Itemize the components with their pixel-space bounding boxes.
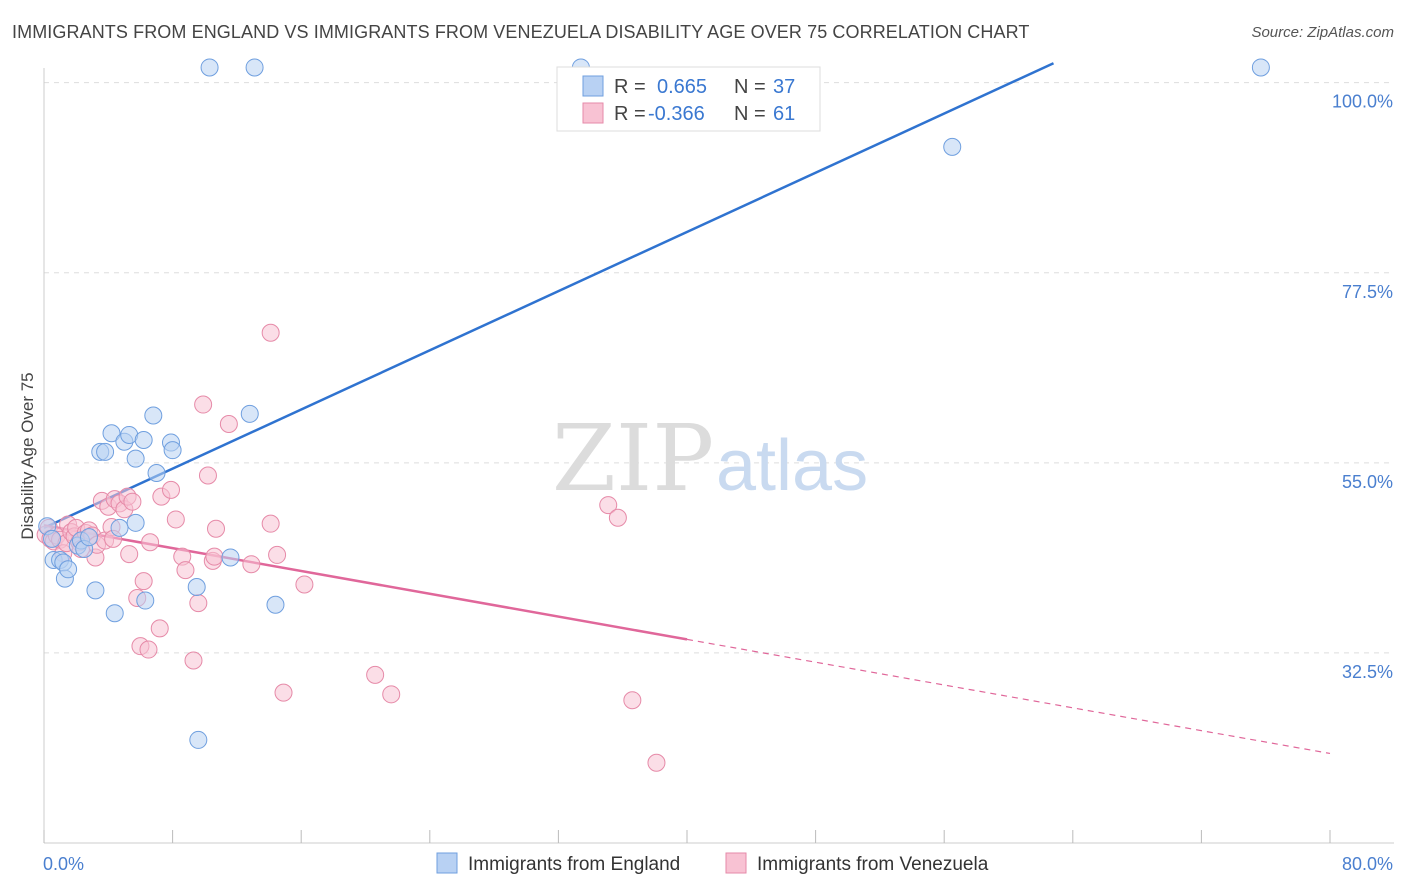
- axes: [43, 68, 1394, 844]
- legend-swatch-england: [582, 75, 604, 97]
- gridlines: [44, 82, 1394, 654]
- england-point: [147, 463, 166, 482]
- watermark: ZIP atlas: [552, 405, 868, 512]
- venezuela-point: [608, 508, 627, 527]
- venezuela-point: [194, 395, 213, 414]
- england-point: [126, 449, 145, 468]
- venezuela-point: [189, 594, 208, 613]
- england-point: [96, 442, 115, 461]
- bottom-legend-swatch-england: [436, 852, 458, 874]
- venezuela-trend-extension: [686, 638, 1331, 755]
- england-point: [136, 591, 155, 610]
- x-tick-label-min: 0.0%: [43, 854, 84, 874]
- venezuela-point: [274, 683, 293, 702]
- y-axis-title: Disability Age Over 75: [18, 372, 37, 539]
- watermark-atlas: atlas: [716, 426, 868, 506]
- england-point: [943, 137, 962, 156]
- bottom-legend-england: Immigrants from England: [468, 854, 680, 875]
- legend-n-venezuela: 61: [773, 103, 795, 125]
- venezuela-point: [623, 691, 642, 710]
- x-tick-label-max: 80.0%: [1342, 854, 1393, 874]
- england-point: [110, 518, 129, 537]
- legend-r-england: 0.665: [657, 76, 707, 98]
- england-point: [126, 513, 145, 532]
- venezuela-point: [366, 665, 385, 684]
- legend-n-label-england: N =: [734, 76, 766, 98]
- england-trend-line: [43, 62, 1055, 530]
- source-label: Source: ZipAtlas.com: [1251, 24, 1394, 41]
- england-point: [1251, 58, 1270, 77]
- venezuela-point: [219, 414, 238, 433]
- venezuela-point: [120, 545, 139, 564]
- england-point: [43, 529, 62, 548]
- venezuela-point: [242, 555, 261, 574]
- venezuela-point: [261, 323, 280, 342]
- data-points: [36, 58, 1270, 772]
- venezuela-point: [176, 561, 195, 580]
- venezuela-point: [184, 651, 203, 670]
- venezuela-point: [139, 640, 158, 659]
- bottom-legend-swatch-venezuela: [725, 852, 747, 874]
- venezuela-point: [268, 545, 287, 564]
- venezuela-point: [261, 514, 280, 533]
- venezuela-point: [134, 572, 153, 591]
- venezuela-point: [166, 510, 185, 529]
- venezuela-point: [295, 575, 314, 594]
- england-point: [105, 604, 124, 623]
- tick-labels: 32.5% 55.0% 77.5% 100.0% 0.0% 80.0%: [43, 92, 1393, 874]
- venezuela-point: [141, 533, 160, 552]
- venezuela-point: [198, 466, 217, 485]
- venezuela-point: [205, 547, 224, 566]
- watermark-zip: ZIP: [552, 405, 714, 512]
- y-tick-label: 32.5%: [1342, 662, 1393, 682]
- england-point: [189, 730, 208, 749]
- legend-swatch-venezuela: [582, 102, 604, 124]
- england-point: [221, 548, 240, 567]
- legend-r-venezuela: -0.366: [648, 103, 705, 125]
- venezuela-point: [150, 619, 169, 638]
- england-point: [59, 560, 78, 579]
- legend-n-england: 37: [773, 76, 795, 98]
- england-point: [245, 58, 264, 77]
- england-point: [80, 528, 99, 547]
- venezuela-point: [599, 496, 618, 515]
- legend-r-label-england: R =: [614, 76, 646, 98]
- england-point: [163, 441, 182, 460]
- venezuela-point: [647, 753, 666, 772]
- england-point: [240, 404, 259, 423]
- england-point: [144, 406, 163, 425]
- bottom-legend-venezuela: Immigrants from Venezuela: [757, 854, 989, 875]
- chart-title: IMMIGRANTS FROM ENGLAND VS IMMIGRANTS FR…: [12, 22, 1030, 42]
- venezuela-point: [161, 480, 180, 499]
- england-point: [266, 595, 285, 614]
- venezuela-point: [207, 519, 226, 538]
- y-tick-label: 77.5%: [1342, 282, 1393, 302]
- y-tick-label: 55.0%: [1342, 472, 1393, 492]
- england-point: [200, 58, 219, 77]
- y-tick-label: 100.0%: [1332, 92, 1393, 112]
- england-point: [187, 578, 206, 597]
- legend-n-label-venezuela: N =: [734, 103, 766, 125]
- venezuela-point: [123, 492, 142, 511]
- legend-r-label-venezuela: R =: [614, 103, 646, 125]
- venezuela-point: [382, 685, 401, 704]
- correlation-legend: R = 0.665 N = 37 R = -0.366 N = 61: [556, 66, 821, 132]
- england-point: [86, 581, 105, 600]
- series-legend: Immigrants from England Immigrants from …: [436, 852, 989, 875]
- england-point: [102, 424, 121, 443]
- england-point: [134, 431, 153, 450]
